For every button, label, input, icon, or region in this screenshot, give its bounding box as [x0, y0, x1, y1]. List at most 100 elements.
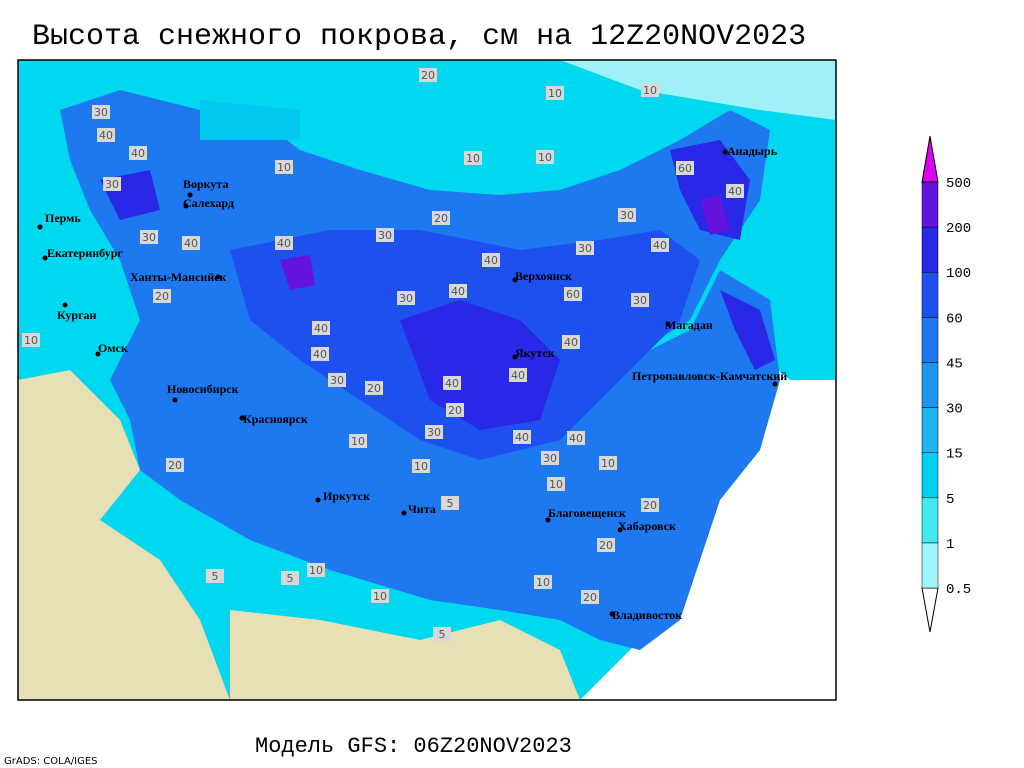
city-label: Верхоянск — [515, 269, 572, 283]
contour-label: 10 — [538, 151, 552, 164]
contour-label: 5 — [447, 497, 454, 510]
city-dot — [239, 415, 245, 421]
contour-label-box — [349, 434, 367, 448]
contour-label-box — [509, 368, 527, 382]
contour-label-box — [618, 208, 636, 222]
legend-swatch — [921, 226, 939, 273]
contour-label-box — [328, 373, 346, 387]
city-label: Якутск — [515, 346, 555, 360]
legend-label: 0.5 — [946, 582, 971, 598]
contour-label: 40 — [99, 129, 113, 142]
title: Высота снежного покрова, см на 12Z20NOV2… — [32, 20, 806, 54]
contour-label: 40 — [445, 377, 459, 390]
city-dot — [183, 203, 189, 209]
legend-swatch — [921, 407, 939, 453]
contour-label-box — [365, 381, 383, 395]
contour-label: 30 — [399, 292, 413, 305]
city-label: Новосибирск — [167, 382, 239, 396]
contour-label: 40 — [313, 348, 327, 361]
contour-label: 40 — [484, 254, 498, 267]
city-label: Екатеринбург — [47, 246, 123, 260]
contour-label: 30 — [142, 231, 156, 244]
city-dot — [95, 351, 101, 357]
contour-label-box — [206, 569, 224, 583]
city-dot — [665, 321, 671, 327]
contour-label-box — [129, 146, 147, 160]
contour-label-box — [371, 589, 389, 603]
contour-label-box — [631, 293, 649, 307]
legend-swatch — [921, 317, 939, 363]
city-dot — [512, 354, 518, 360]
contour-label-box — [482, 253, 500, 267]
contour-label: 20 — [448, 404, 462, 417]
contour-label: 20 — [367, 382, 381, 395]
contour-label-box — [541, 451, 559, 465]
contour-label-box — [376, 228, 394, 242]
contour-label-box — [726, 184, 744, 198]
contour-label: 10 — [309, 564, 323, 577]
contour-label-box — [140, 230, 158, 244]
city-dot — [315, 497, 321, 503]
city-label: Владивосток — [612, 608, 682, 622]
contour-label-box — [651, 238, 669, 252]
contour-label-box — [564, 287, 582, 301]
contour-label-box — [641, 498, 659, 512]
contour-label-box — [547, 477, 565, 491]
contour-label: 10 — [466, 152, 480, 165]
legend-label: 45 — [946, 356, 963, 372]
contour-label: 30 — [543, 452, 557, 465]
contour-label-box — [513, 430, 531, 444]
contour-label-box — [153, 289, 171, 303]
legend-label: 500 — [946, 176, 971, 192]
legend-under — [921, 587, 939, 633]
city-dot — [401, 510, 407, 516]
city-dot — [545, 517, 551, 523]
contour-label: 30 — [94, 106, 108, 119]
contour-label: 20 — [643, 499, 657, 512]
contour-label: 10 — [277, 161, 291, 174]
city-label: Курган — [57, 308, 97, 322]
legend-swatch — [921, 542, 939, 589]
city-label: Пермь — [45, 211, 81, 225]
city-label: Воркута — [183, 177, 228, 191]
contour-label: 40 — [564, 336, 578, 349]
contour-label-box — [103, 177, 121, 191]
legend-swatch — [921, 452, 939, 499]
contour-label-box — [441, 496, 459, 510]
contour-label: 30 — [427, 426, 441, 439]
contour-label: 20 — [421, 69, 435, 82]
contour-label-box — [182, 236, 200, 250]
contour-label-box — [312, 321, 330, 335]
contour-label: 10 — [373, 590, 387, 603]
city-dot — [722, 149, 728, 155]
contour-label: 60 — [678, 162, 692, 175]
legend-over — [921, 135, 939, 183]
contour-label-box — [412, 459, 430, 473]
contour-label-box — [275, 236, 293, 250]
city-label: Салехард — [183, 196, 234, 210]
legend-swatch — [921, 271, 939, 318]
contour-label: 40 — [728, 185, 742, 198]
city-label: Ханты-Мансийск — [130, 270, 227, 284]
contour-label: 30 — [633, 294, 647, 307]
legend-swatch — [921, 497, 939, 544]
city-dot — [172, 397, 178, 403]
contour-label-box — [22, 333, 40, 347]
contour-label-box — [92, 105, 110, 119]
contour-label-box — [281, 571, 299, 585]
contour-label-box — [449, 284, 467, 298]
city-dot — [617, 527, 623, 533]
legend-swatch — [921, 181, 939, 228]
contour-label: 5 — [287, 572, 294, 585]
contour-label-box — [432, 211, 450, 225]
city-label: Анадырь — [727, 144, 778, 158]
contour-label: 10 — [24, 334, 38, 347]
contour-label-box — [311, 347, 329, 361]
contour-label: 10 — [549, 478, 563, 491]
contour-label-box — [446, 403, 464, 417]
contour-label: 20 — [434, 212, 448, 225]
legend-label: 5 — [946, 492, 954, 508]
legend-label: 15 — [946, 447, 963, 463]
